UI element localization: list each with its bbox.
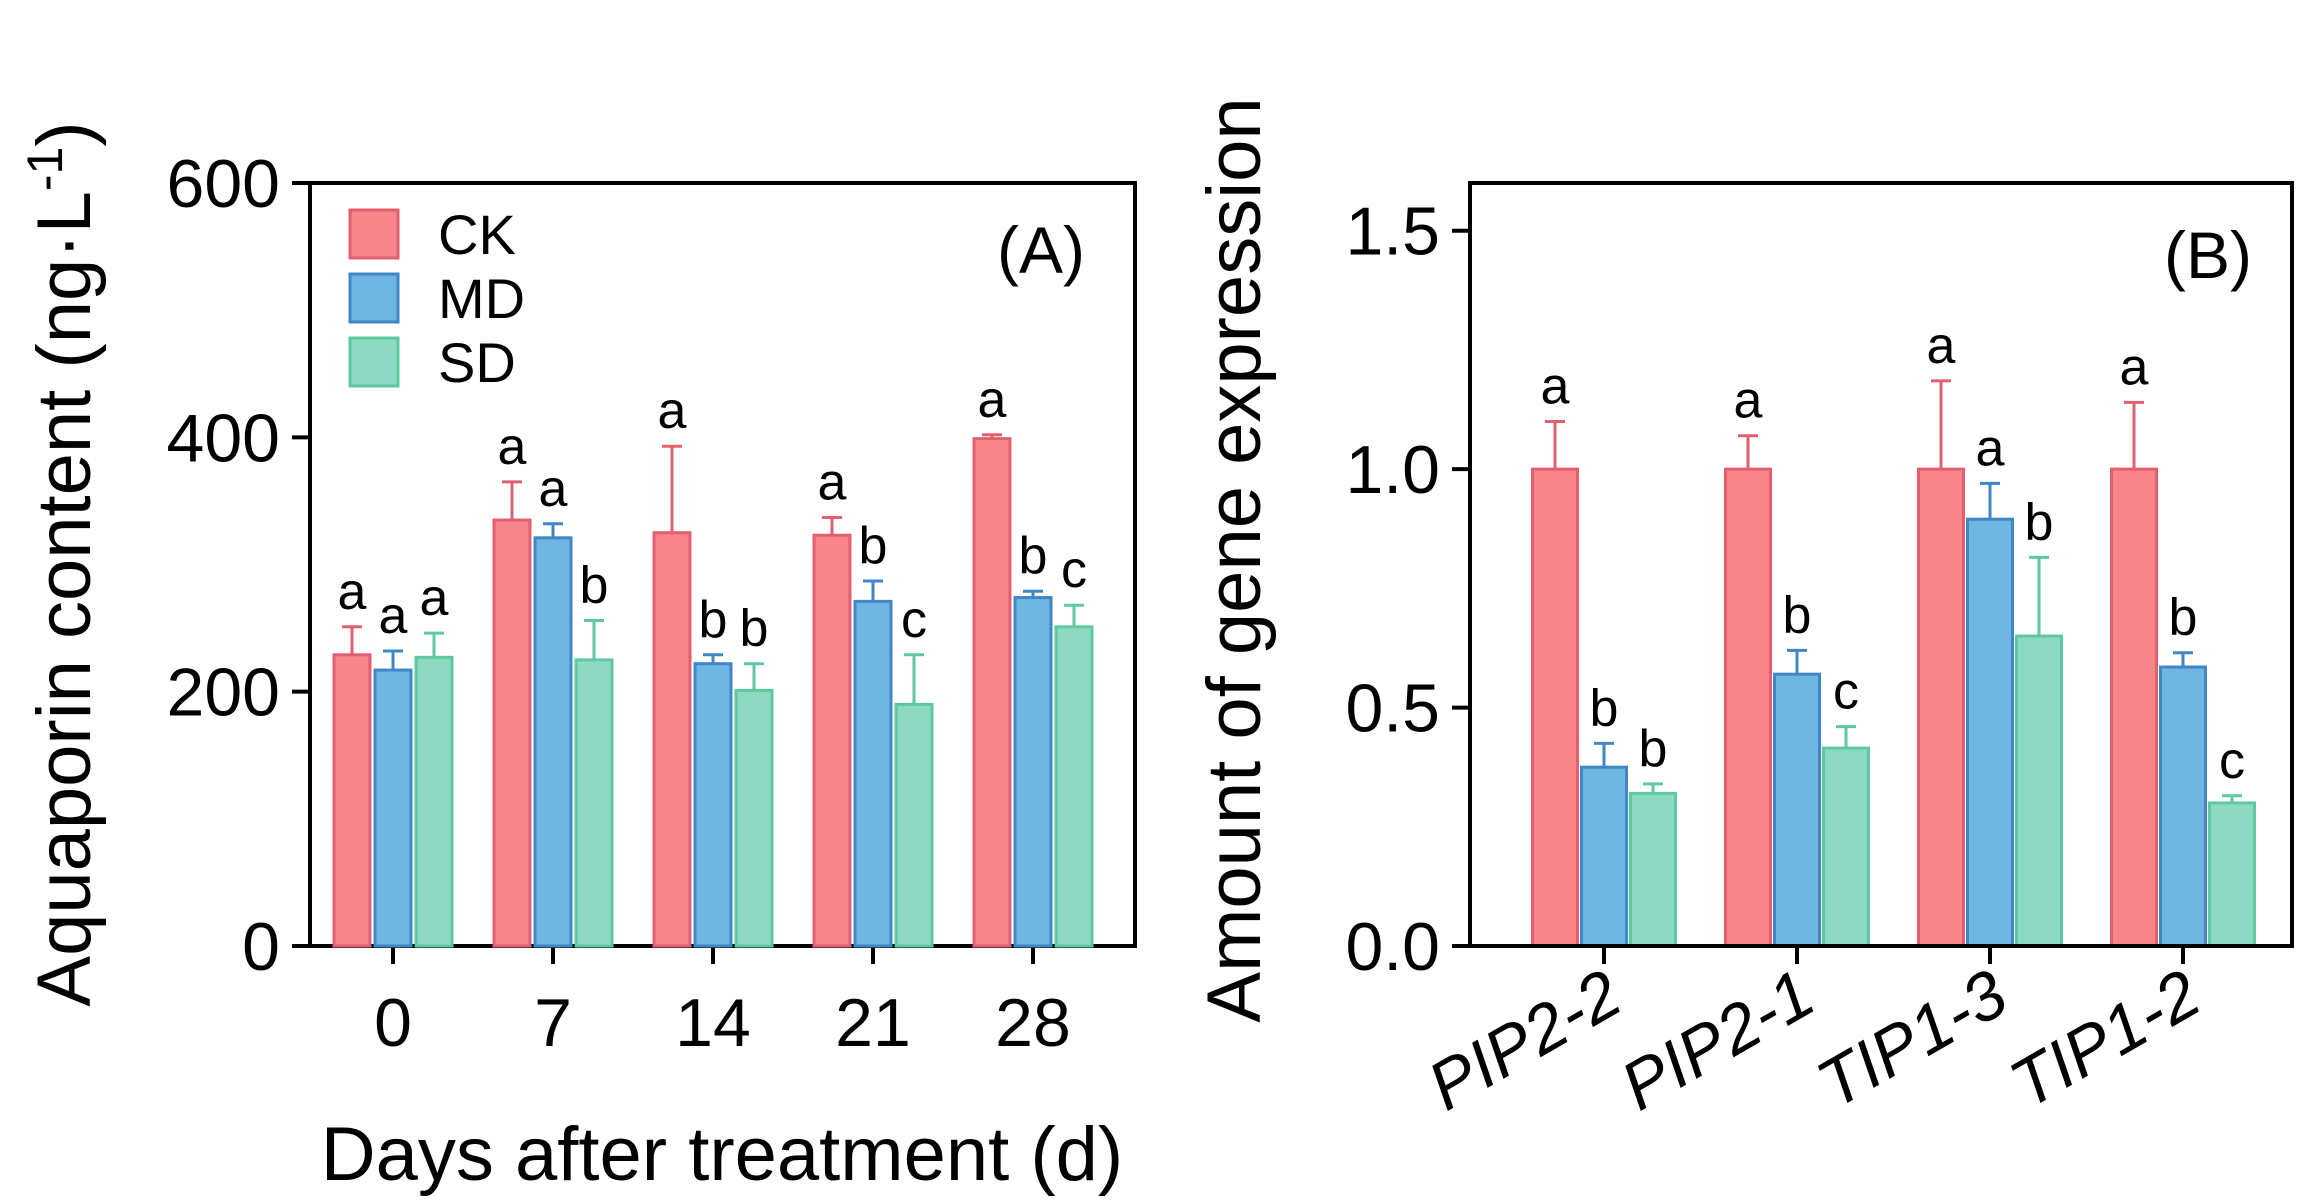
panel-b-tag: (B): [2164, 218, 2252, 292]
y-axis-title-superscript: -1: [17, 147, 73, 191]
panel-b-frame: [1468, 181, 2294, 948]
legend-label-ck: CK: [438, 203, 516, 266]
significance-label: b: [1639, 720, 1668, 778]
bar-sd: [1054, 625, 1094, 948]
significance-label: c: [1061, 541, 1087, 599]
y-tick-label: 400: [167, 400, 280, 476]
x-tick-label: 7: [534, 985, 572, 1061]
bar-md: [533, 536, 573, 948]
x-tick-label: 21: [835, 985, 911, 1061]
legend-label-md: MD: [438, 267, 525, 330]
significance-label: b: [740, 600, 769, 658]
y-axis-title-close: ): [22, 121, 107, 146]
significance-label: a: [1927, 317, 1956, 375]
significance-label: b: [699, 591, 728, 649]
bar-ck: [652, 531, 692, 948]
y-tick-label: 200: [167, 655, 280, 731]
significance-label: a: [338, 563, 367, 621]
y-axis-title-main: Aquaporin content (ng·L: [22, 191, 107, 1006]
bar-ck: [332, 653, 372, 948]
legend-swatch-md: [348, 272, 400, 324]
bar-md: [1013, 596, 1053, 948]
bar-sd: [894, 702, 934, 948]
y-tick-label: 0.5: [1345, 671, 1440, 747]
x-tick-label: TIP1-2: [1998, 955, 2213, 1123]
x-tick-label: PIP2-2: [1415, 955, 1633, 1125]
significance-label: a: [1734, 372, 1763, 430]
significance-label: b: [859, 517, 888, 575]
y-tick-label: 0.0: [1345, 909, 1440, 985]
panel-b-y-ticks: 0.0 0.5 1.0 1.5: [1345, 194, 1470, 985]
significance-label: b: [1783, 586, 1812, 644]
x-tick-label: 28: [995, 985, 1071, 1061]
panel-a-tag: (A): [997, 213, 1085, 287]
significance-label: a: [658, 382, 687, 440]
significance-label: b: [1590, 679, 1619, 737]
significance-label: b: [2169, 589, 2198, 647]
significance-label: c: [1833, 663, 1859, 721]
panel-a-y-axis-title: Aquaporin content (ng·L-1): [17, 121, 107, 1006]
significance-label: a: [379, 587, 408, 645]
significance-label: a: [2120, 338, 2149, 396]
bar-sd: [1822, 746, 1870, 948]
x-tick-label: 14: [675, 985, 751, 1061]
panel-a-x-ticks: 0 7 14 21 28: [374, 946, 1071, 1061]
bar-md: [1966, 517, 2014, 948]
bar-md: [2159, 665, 2207, 948]
x-tick-label: TIP1-3: [1805, 955, 2020, 1123]
bar-sd: [734, 688, 774, 948]
bar-ck: [1531, 467, 1579, 948]
bar-md: [853, 599, 893, 948]
y-tick-label: 1.0: [1345, 432, 1440, 508]
panel-a-x-axis-title: Days after treatment (d): [321, 1112, 1124, 1197]
bar-md: [693, 662, 733, 948]
bar-sd: [2208, 801, 2256, 948]
legend-label-sd: SD: [438, 331, 516, 394]
x-tick-label: PIP2-1: [1608, 955, 1826, 1125]
bar-md: [1580, 765, 1628, 948]
significance-label: a: [1976, 419, 2005, 477]
bar-sd: [574, 658, 614, 948]
y-tick-label: 0: [242, 909, 280, 985]
panel-b-y-axis-title: Amount of gene expression: [1192, 97, 1277, 1022]
bar-ck: [1724, 467, 1772, 948]
significance-label: c: [901, 591, 927, 649]
legend-swatch-ck: [348, 208, 400, 260]
bar-md: [1773, 672, 1821, 948]
significance-label: b: [2025, 493, 2054, 551]
legend-swatch-sd: [348, 336, 400, 388]
significance-label: a: [978, 371, 1007, 429]
bar-ck: [2110, 467, 2158, 948]
significance-label: a: [818, 453, 847, 511]
bar-sd: [414, 655, 454, 948]
bar-ck: [492, 518, 532, 948]
x-tick-label: 0: [374, 985, 412, 1061]
significance-label: a: [498, 418, 527, 476]
bar-ck: [812, 533, 852, 948]
bar-sd: [1629, 791, 1677, 948]
bar-ck: [1917, 467, 1965, 948]
significance-label: c: [2219, 732, 2245, 790]
significance-label: b: [580, 556, 609, 614]
significance-label: b: [1019, 527, 1048, 585]
significance-label: a: [1541, 357, 1570, 415]
bar-ck: [972, 437, 1012, 948]
y-tick-label: 600: [167, 146, 280, 222]
panel-a-y-ticks: 0 200 400 600: [167, 146, 310, 985]
y-tick-label: 1.5: [1345, 194, 1440, 270]
significance-label: a: [420, 569, 449, 627]
bar-md: [373, 668, 413, 948]
bar-sd: [2015, 634, 2063, 948]
significance-label: a: [539, 460, 568, 518]
